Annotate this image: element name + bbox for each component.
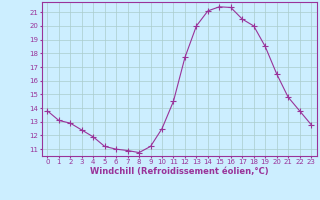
- X-axis label: Windchill (Refroidissement éolien,°C): Windchill (Refroidissement éolien,°C): [90, 167, 268, 176]
